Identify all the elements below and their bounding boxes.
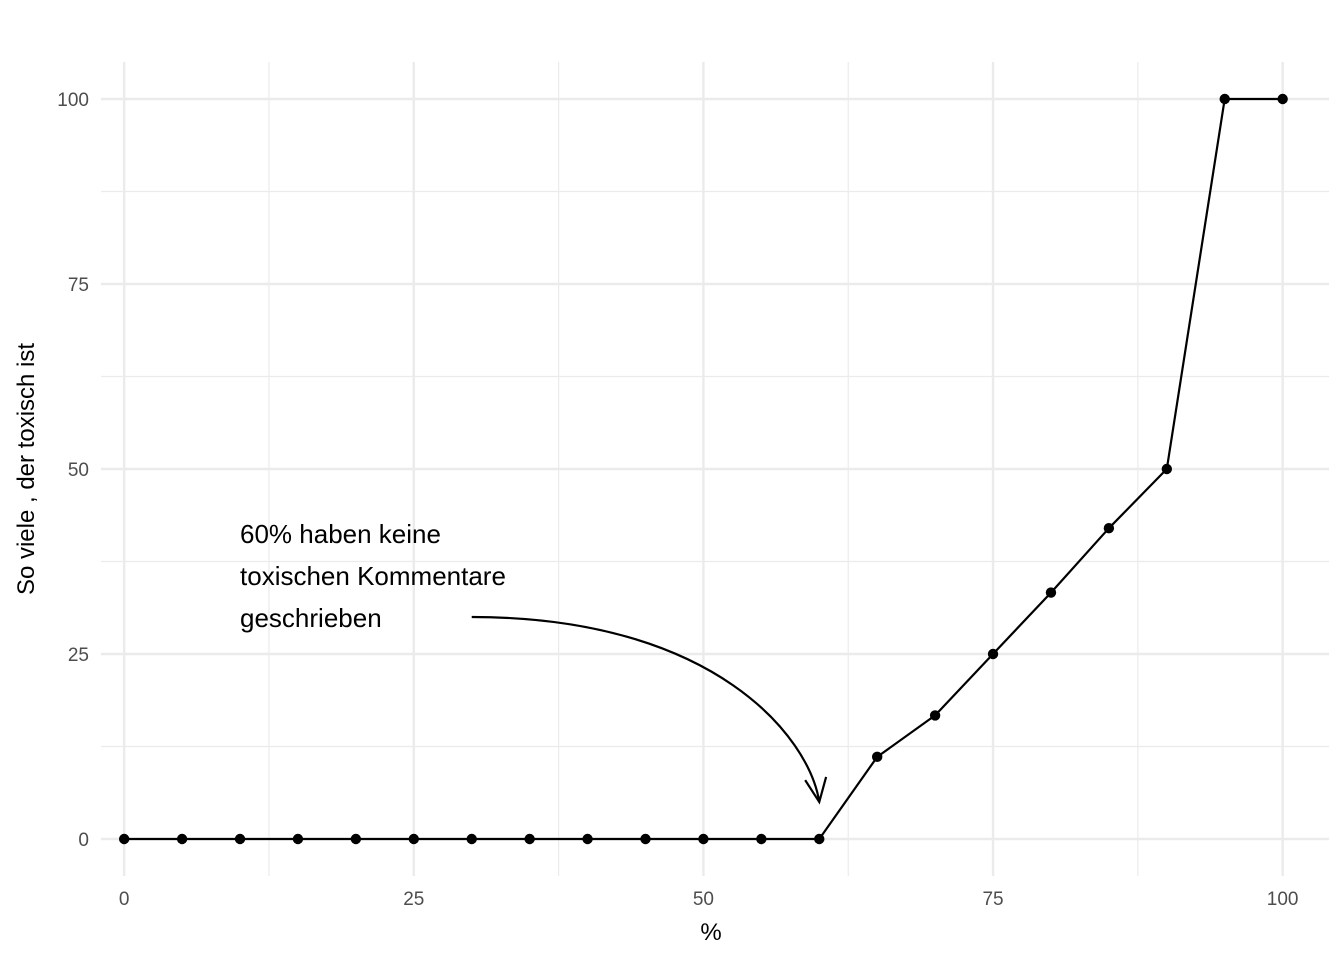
data-point [234, 833, 246, 845]
data-point [871, 751, 883, 763]
data-point [987, 648, 999, 660]
minor-gridlines [101, 62, 1329, 876]
annotation-text-line: toxischen Kommentare [240, 561, 506, 591]
data-point [118, 833, 130, 845]
data-point [350, 833, 362, 845]
data-point [292, 833, 304, 845]
x-axis-ticks: 0 25 50 75 100 [119, 889, 1299, 910]
data-point [1103, 523, 1115, 534]
data-point [466, 833, 477, 845]
x-tick-label: 75 [982, 889, 1003, 910]
data-point [1161, 463, 1173, 475]
y-tick-label: 25 [68, 645, 89, 666]
data-point [582, 833, 593, 845]
data-point [1277, 93, 1288, 105]
y-tick-label: 50 [68, 460, 89, 481]
y-axis-title: So viele , der toxisch ist [13, 343, 40, 595]
y-tick-label: 75 [68, 275, 89, 296]
data-point [1219, 93, 1230, 105]
annotation-arrowhead [804, 776, 828, 805]
data-point [640, 833, 651, 845]
x-tick-label: 25 [403, 889, 424, 910]
data-point [756, 833, 767, 845]
annotation-text-line: 60% haben keine [240, 519, 441, 549]
annotation: 60% haben keine toxischen Kommentare gesch… [240, 519, 828, 805]
y-axis-ticks: 0 25 50 75 100 [57, 90, 89, 851]
annotation-arrow [471, 615, 821, 803]
data-point [929, 710, 941, 721]
x-axis-title: % [700, 919, 721, 946]
data-point [1045, 587, 1057, 598]
data-point [408, 833, 419, 845]
x-tick-label: 100 [1267, 889, 1299, 910]
data-point [524, 833, 535, 845]
x-tick-label: 50 [693, 889, 714, 910]
data-series [118, 93, 1288, 845]
data-point [176, 833, 188, 845]
data-point [698, 833, 709, 845]
annotation-text-line: geschrieben [240, 603, 382, 633]
y-tick-label: 0 [78, 830, 89, 851]
data-point [814, 833, 825, 845]
y-tick-label: 100 [57, 90, 89, 111]
x-tick-label: 0 [119, 889, 130, 910]
major-gridlines [101, 62, 1329, 876]
